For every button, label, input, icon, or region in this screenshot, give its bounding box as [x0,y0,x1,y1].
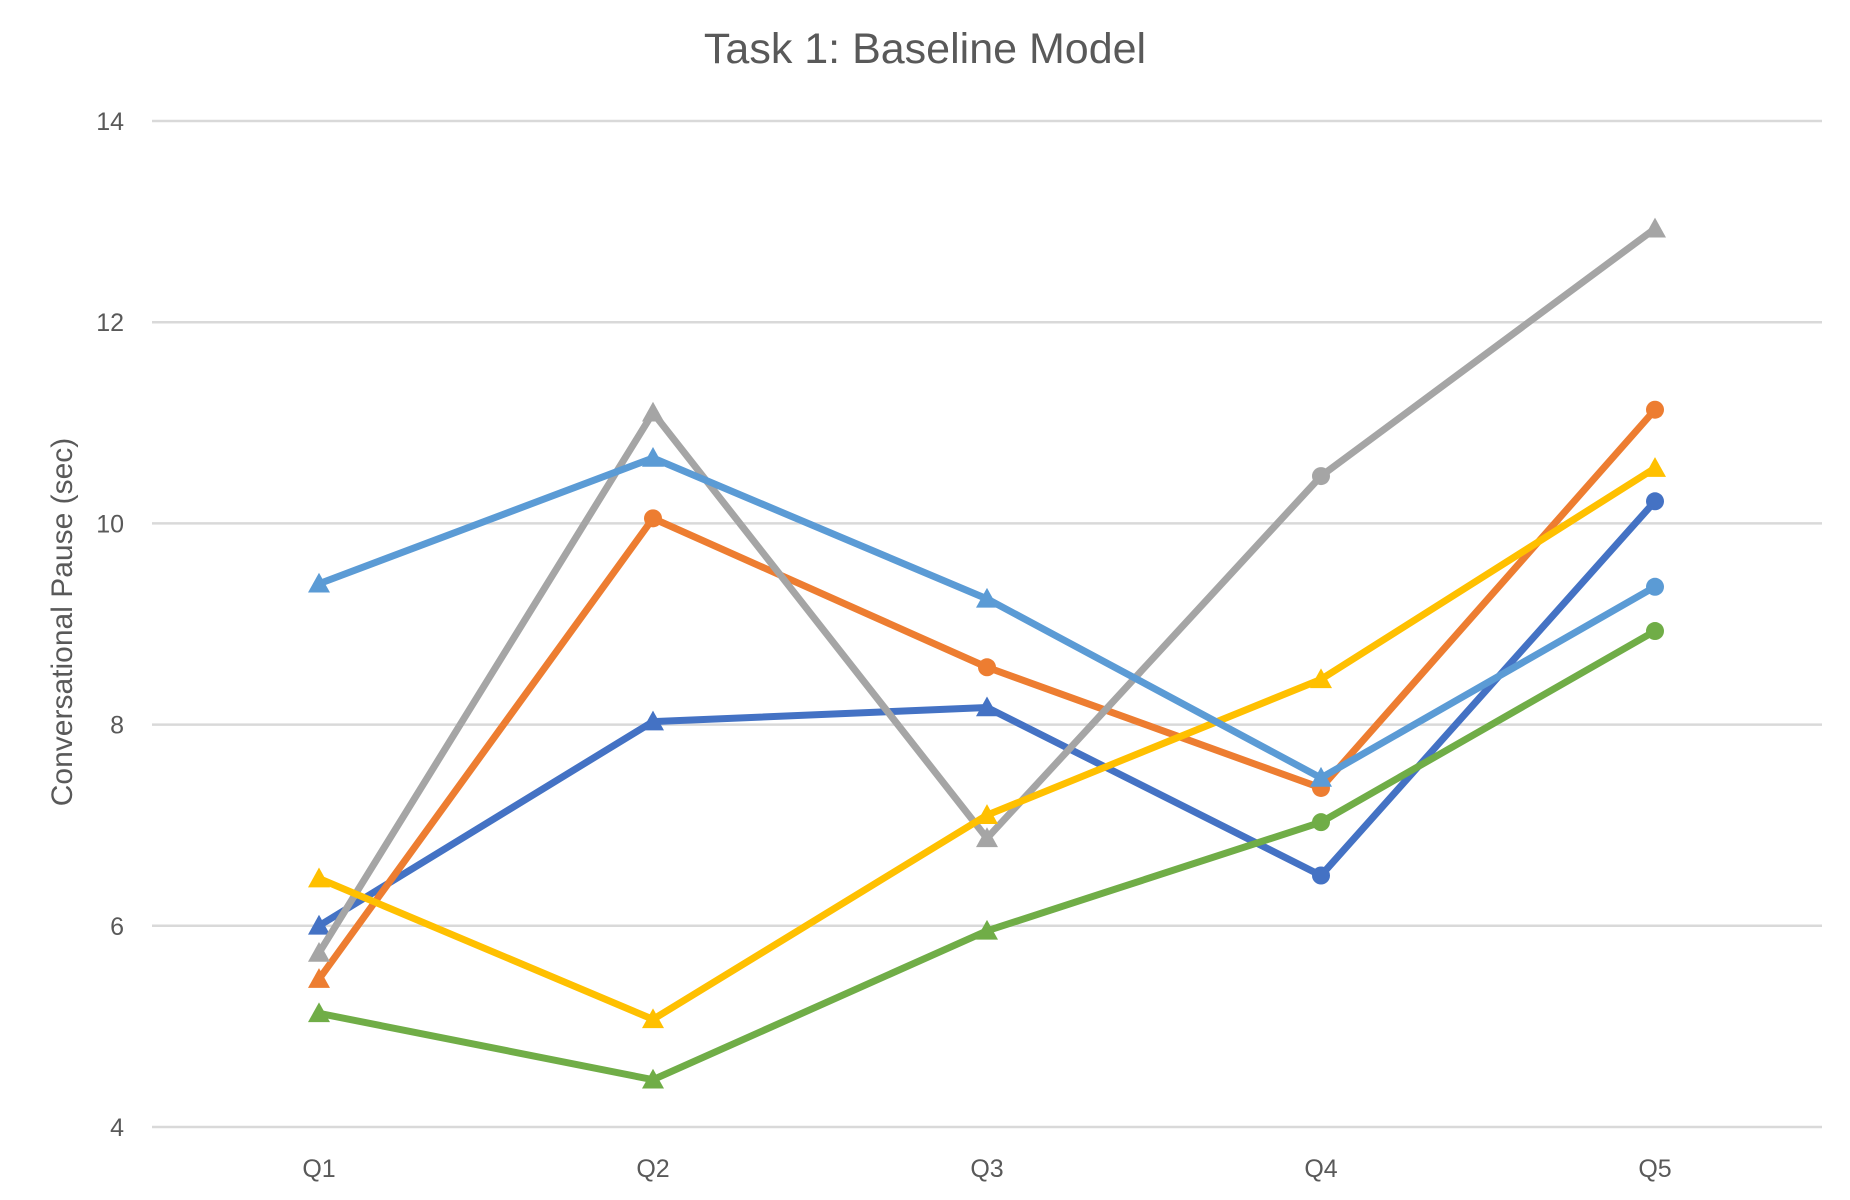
series-6 [308,622,1664,1089]
data-point [308,1002,330,1023]
data-point [308,968,330,988]
data-point [1310,668,1332,689]
y-tick-label: 12 [96,309,124,337]
data-point [642,447,664,467]
y-tick-label: 4 [110,1114,124,1142]
series-group [308,217,1666,1089]
data-point [642,710,664,731]
data-point [1646,577,1664,596]
data-point [976,696,998,717]
x-tick-label: Q3 [970,1155,1003,1183]
x-tick-label: Q5 [1638,1155,1671,1183]
y-tick-label: 6 [110,913,124,941]
data-point [642,401,664,422]
data-point [308,867,330,888]
data-point [642,1068,664,1089]
data-point [976,804,998,824]
data-point [308,941,330,962]
data-point [1310,766,1332,787]
chart-title: Task 1: Baseline Model [704,25,1146,73]
gridlines [152,119,1822,1129]
data-point [1646,400,1664,419]
x-tick-label: Q1 [302,1155,335,1183]
data-point [1646,622,1664,641]
series-2 [308,400,1664,988]
data-point [976,587,998,608]
data-point [308,572,330,593]
data-point [1644,457,1666,477]
data-point [642,1008,664,1029]
y-axis-label: Conversational Pause (sec) [46,438,79,807]
data-point [978,658,996,677]
x-tick-label: Q4 [1304,1155,1337,1183]
series-5 [308,447,1664,787]
y-tick-label: 14 [96,108,124,136]
data-point [1312,813,1330,832]
data-point [1646,492,1664,511]
y-tick-label: 8 [110,712,124,740]
x-tick-label: Q2 [636,1155,669,1183]
y-tick-label: 10 [96,510,124,538]
data-point [1312,467,1330,486]
data-point [976,919,998,940]
series-3 [308,217,1666,962]
x-axis-ticks: Q1 Q2 Q3 Q4 Q5 [302,1155,1671,1183]
y-axis-ticks: 4 6 8 10 12 14 [96,108,124,1142]
data-point [1644,217,1666,238]
series-line [315,406,1659,983]
series-1 [308,492,1664,935]
data-point [1312,866,1330,885]
data-point [308,914,330,935]
series-4 [308,457,1666,1029]
data-point [644,509,662,528]
data-point [976,827,998,848]
